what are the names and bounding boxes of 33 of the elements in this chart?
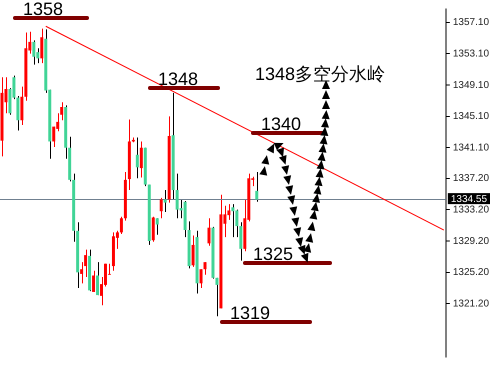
candlestick xyxy=(40,28,44,64)
annotation: 1348多空分水岭 xyxy=(255,64,386,84)
candlestick xyxy=(204,262,207,276)
y-tick-label: 1325.20 xyxy=(452,267,490,278)
annotation: 1319 xyxy=(230,303,270,323)
y-tick-label: 1333.20 xyxy=(452,204,490,216)
candlestick xyxy=(140,140,143,178)
y-tick-label: 1345.10 xyxy=(452,111,490,122)
candlestick xyxy=(96,262,100,296)
candlestick xyxy=(152,216,155,242)
annotation: 1325 xyxy=(253,244,294,264)
annotation: 1340 xyxy=(261,114,302,134)
candlestick xyxy=(32,40,36,66)
y-tick-label: 1337.20 xyxy=(452,173,490,184)
y-tick-label: 1321.20 xyxy=(452,298,490,310)
candlestick xyxy=(208,218,210,246)
candlestick xyxy=(164,190,167,212)
annotation: 1348 xyxy=(158,69,198,89)
candlestick xyxy=(120,216,123,234)
y-tick-label: 1357.10 xyxy=(452,17,490,28)
annotation: 1358 xyxy=(23,0,64,19)
y-tick-label: 1341.10 xyxy=(452,142,490,154)
y-tick-label: 1349.10 xyxy=(452,80,490,91)
candlestick xyxy=(200,268,203,289)
ref-line-label: 1334.55 xyxy=(450,194,488,205)
candlestick xyxy=(136,137,139,179)
candlestick xyxy=(160,197,163,219)
candlestick xyxy=(192,235,195,268)
y-tick-label: 1329.20 xyxy=(452,236,490,247)
candlestick xyxy=(52,126,56,148)
candlestick xyxy=(92,270,96,292)
y-tick-label: 1353.10 xyxy=(452,48,490,60)
candlestick xyxy=(255,172,258,202)
